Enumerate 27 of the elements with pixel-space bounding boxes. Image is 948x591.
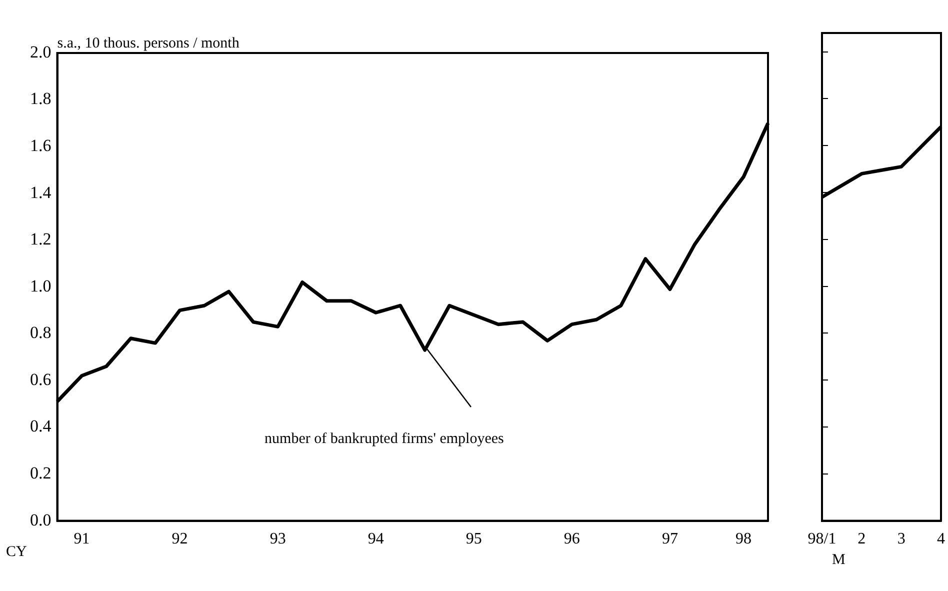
- x-tick-label: 96: [564, 530, 580, 548]
- x-tick-label: 2: [858, 530, 866, 548]
- y-tick-label: 0.0: [30, 510, 52, 530]
- y-tick-label: 0.6: [30, 370, 52, 389]
- y-tick-label: 0.2: [30, 463, 52, 482]
- x-axis-title: M: [832, 552, 846, 568]
- x-axis-title: CY: [6, 544, 28, 560]
- x-tick-label: 95: [466, 530, 482, 548]
- y-tick-label: 0.4: [30, 416, 52, 436]
- y-tick-label: 1.2: [30, 230, 52, 249]
- x-tick-label: 4: [937, 530, 945, 548]
- y-tick-label: 2.0: [30, 42, 52, 62]
- y-axis-title: s.a., 10 thous. persons / month: [57, 35, 240, 52]
- x-tick-label: 94: [368, 530, 384, 548]
- annotation: number of bankrupted firms' employees: [264, 430, 504, 447]
- y-tick-label: 1.0: [30, 276, 52, 296]
- y-tick-label: 0.8: [30, 323, 52, 342]
- x-tick-label: 91: [74, 530, 90, 548]
- x-tick-label: 93: [270, 530, 286, 548]
- x-tick-label: 98: [735, 530, 752, 548]
- x-tick-label: 3: [897, 530, 906, 548]
- y-tick-label: 1.6: [30, 136, 52, 156]
- x-tick-label: 98/1: [808, 530, 836, 548]
- y-tick-label: 1.4: [30, 182, 52, 202]
- x-tick-label: 97: [662, 530, 678, 548]
- x-tick-label: 92: [172, 530, 188, 548]
- y-tick-label: 1.8: [30, 89, 52, 108]
